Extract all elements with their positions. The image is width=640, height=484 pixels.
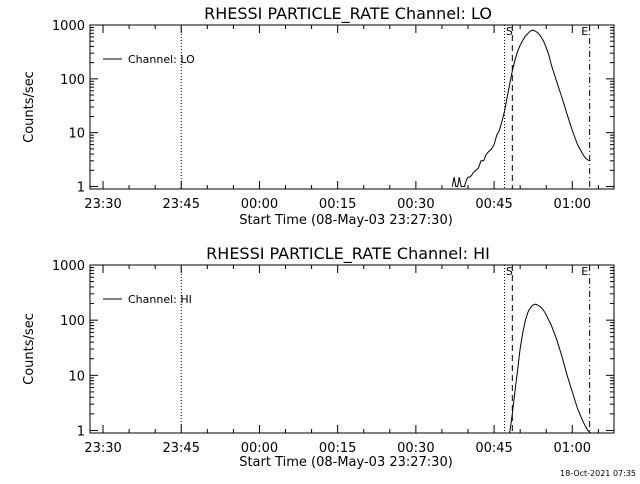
y-axis-label: Counts/sec — [22, 313, 37, 385]
y-tick-label: 100 — [60, 73, 85, 88]
chart-title: RHESSI PARTICLE_RATE Channel: HI — [206, 244, 490, 264]
y-tick-label: 1 — [77, 181, 85, 196]
chart-panel-lo: RHESSI PARTICLE_RATE Channel: LO 1101001… — [22, 4, 615, 228]
x-tick-label: 00:45 — [475, 441, 512, 456]
legend-entry: Channel: LO — [128, 53, 195, 66]
chart-title: RHESSI PARTICLE_RATE Channel: LO — [204, 4, 492, 24]
x-tick-label: 23:45 — [163, 197, 200, 212]
y-axis: 1 10 100 1000 — [52, 259, 614, 439]
legend: Channel: HI — [103, 293, 192, 306]
series-line-hi — [509, 303, 591, 434]
x-tick-label: 00:15 — [319, 441, 356, 456]
event-marker-label: E — [581, 25, 588, 38]
y-tick-label: 1000 — [52, 19, 85, 34]
x-axis-label: Start Time (08-May-03 23:27:30) — [239, 455, 453, 470]
x-tick-label: 01:00 — [554, 197, 591, 212]
x-tick-label: 23:30 — [84, 441, 121, 456]
x-axis-label: Start Time (08-May-03 23:27:30) — [239, 213, 453, 228]
y-tick-label: 100 — [60, 314, 85, 329]
y-tick-label: 1 — [77, 424, 85, 439]
y-axis: 1 10 100 1000 — [52, 19, 614, 196]
event-marker-label: E — [581, 265, 588, 278]
x-tick-label: 00:45 — [475, 197, 512, 212]
x-tick-label: 00:30 — [397, 441, 434, 456]
y-axis-label: Counts/sec — [22, 71, 37, 143]
x-tick-label: 00:00 — [241, 441, 278, 456]
x-tick-label: 01:00 — [554, 441, 591, 456]
x-tick-label: 23:45 — [163, 441, 200, 456]
footer-timestamp: 18-Oct-2021 07:35 — [560, 469, 636, 478]
x-tick-label: 23:30 — [84, 197, 121, 212]
event-marker-label: S — [506, 265, 513, 278]
plot-frame — [89, 264, 615, 434]
y-tick-label: 10 — [68, 369, 85, 384]
x-axis: 23:30 23:45 00:00 00:15 00:30 00:45 01:00 — [84, 25, 599, 212]
plot-frame — [89, 24, 615, 190]
legend: Channel: LO — [103, 53, 195, 66]
legend-entry: Channel: HI — [128, 293, 192, 306]
y-tick-label: 10 — [68, 127, 85, 142]
x-axis: 23:30 23:45 00:00 00:15 00:30 00:45 01:00 — [84, 265, 599, 456]
event-marker-label: S — [506, 25, 513, 38]
chart-panel-hi: RHESSI PARTICLE_RATE Channel: HI 1101001… — [22, 244, 615, 470]
series-line-lo — [451, 29, 591, 187]
x-tick-label: 00:30 — [397, 197, 434, 212]
y-tick-label: 1000 — [52, 259, 85, 274]
x-tick-label: 00:15 — [319, 197, 356, 212]
x-tick-label: 00:00 — [241, 197, 278, 212]
